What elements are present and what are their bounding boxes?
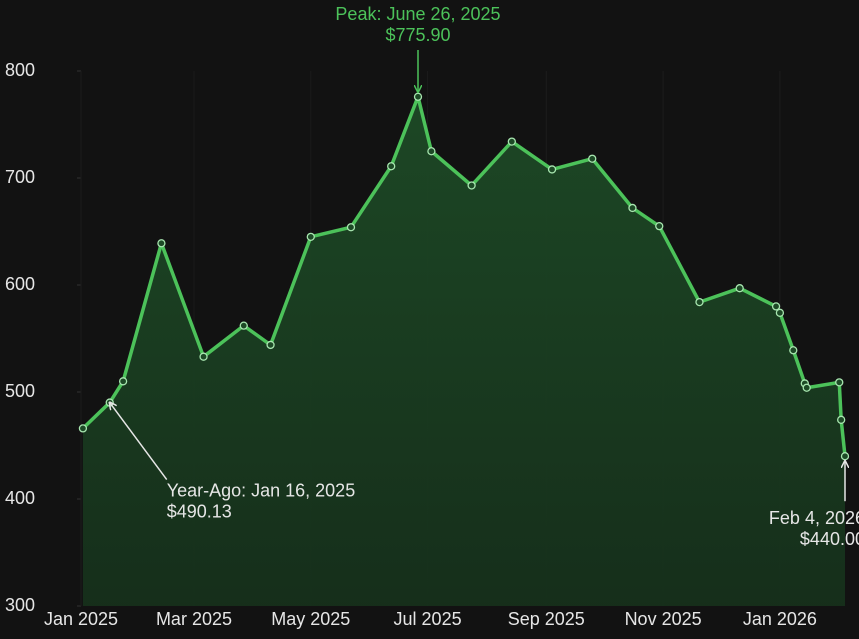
point	[467, 181, 476, 190]
point	[802, 383, 811, 392]
point	[840, 452, 850, 461]
annotation-text: $490.13	[167, 501, 232, 521]
y-tick-label: 500	[5, 381, 35, 401]
point	[427, 147, 436, 156]
area	[82, 96, 845, 607]
point	[199, 352, 208, 361]
x-tick-label: May 2025	[271, 609, 350, 629]
point	[775, 308, 785, 317]
annotation-text: $775.90	[385, 25, 450, 45]
point	[306, 232, 315, 242]
annotation-text: Peak: June 26, 2025	[335, 4, 500, 24]
point	[157, 239, 166, 248]
point	[118, 377, 128, 386]
point	[771, 302, 781, 311]
y-tick-label: 400	[5, 488, 35, 508]
point	[588, 154, 597, 163]
point	[507, 137, 516, 146]
x-tick-label: Jan 2026	[743, 609, 817, 629]
line	[81, 95, 847, 457]
y-tick-label: 600	[5, 274, 35, 294]
y-tick-label: 700	[5, 167, 35, 187]
annotation-text: Year-Ago: Jan 16, 2025	[167, 480, 355, 500]
annotation-text: Feb 4, 2026	[769, 508, 859, 528]
point	[835, 378, 844, 387]
x-tick-label: Nov 2025	[625, 609, 702, 629]
point	[413, 92, 423, 101]
point	[837, 415, 846, 424]
y-tick-label: 300	[5, 595, 35, 615]
x-tick-label: Jan 2025	[44, 609, 118, 629]
point	[628, 203, 637, 213]
annotation-arrow	[110, 403, 168, 481]
x-tick-label: Jul 2025	[394, 609, 462, 629]
point	[266, 340, 275, 350]
point	[78, 424, 88, 433]
x-tick-label: Mar 2025	[156, 609, 232, 629]
point	[547, 165, 557, 174]
point	[789, 346, 798, 355]
point	[346, 223, 356, 232]
point	[735, 284, 744, 293]
point	[695, 297, 704, 307]
point	[387, 162, 396, 171]
point	[239, 321, 248, 330]
y-tick-label: 800	[5, 60, 35, 80]
annotation-text: $440.00	[800, 529, 859, 549]
point	[655, 221, 664, 231]
x-tick-label: Sep 2025	[508, 609, 585, 629]
